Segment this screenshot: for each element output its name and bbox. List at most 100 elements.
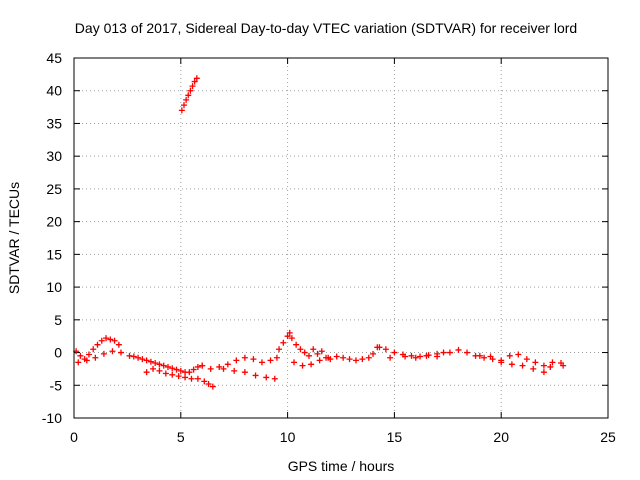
y-tick-label: 25 [46, 181, 62, 197]
data-point [481, 354, 488, 361]
data-point [464, 349, 471, 356]
data-point [515, 351, 522, 358]
data-point [190, 366, 197, 373]
data-point [77, 352, 84, 359]
y-tick-label: -5 [50, 377, 63, 393]
data-point [446, 349, 453, 356]
data-point [169, 365, 176, 372]
data-point [487, 353, 494, 360]
data-point [288, 335, 295, 342]
data-point [216, 363, 223, 370]
data-point [291, 359, 298, 366]
data-point [107, 336, 114, 343]
data-point [85, 351, 92, 358]
data-point [185, 92, 192, 99]
data-point [370, 350, 377, 357]
data-point [258, 359, 265, 366]
data-point [135, 354, 142, 361]
data-point [387, 354, 394, 361]
data-point [224, 361, 231, 368]
data-point [147, 358, 154, 365]
data-point [92, 354, 99, 361]
data-point [284, 333, 291, 340]
grid [74, 58, 608, 418]
data-point [207, 365, 214, 372]
data-point [209, 383, 216, 390]
data-point [191, 78, 198, 85]
data-point [498, 359, 505, 366]
data-point [143, 357, 150, 364]
data-point [100, 350, 107, 357]
data-point [382, 346, 389, 353]
y-tick-label: 40 [46, 83, 62, 99]
data-points [73, 75, 567, 390]
data-point [201, 378, 208, 385]
data-point [250, 356, 257, 363]
data-point [314, 350, 321, 357]
data-point [98, 337, 105, 344]
chart-title: Day 013 of 2017, Sidereal Day-to-day VTE… [75, 20, 577, 36]
data-point [169, 371, 176, 378]
ticks: 0 5 10 15 20 25 -10 -5 0 5 10 15 20 25 30 35 40 45 [42, 50, 616, 445]
plot-frame [73, 57, 609, 419]
data-point [156, 367, 163, 374]
data-point [220, 365, 227, 372]
y-tick-label: 45 [46, 50, 62, 66]
data-point [178, 107, 185, 114]
data-point [143, 369, 150, 376]
data-point [177, 367, 184, 374]
data-point [519, 362, 526, 369]
data-point [188, 375, 195, 382]
data-point [352, 357, 359, 364]
data-point [150, 365, 157, 372]
data-point [111, 337, 118, 344]
x-tick-label: 0 [70, 429, 78, 445]
data-point [333, 353, 340, 360]
data-point [109, 348, 116, 355]
data-point [374, 344, 381, 351]
data-point [164, 363, 171, 370]
data-point [186, 369, 193, 376]
data-point [83, 357, 90, 364]
data-point [271, 375, 278, 382]
data-point [417, 353, 424, 360]
data-point [241, 354, 248, 361]
data-point [267, 357, 274, 364]
data-point [75, 359, 82, 366]
x-axis-label: GPS time / hours [288, 458, 395, 474]
data-point [187, 87, 194, 94]
data-point [476, 352, 483, 359]
y-tick-label: 35 [46, 115, 62, 131]
data-point [152, 360, 159, 367]
data-point [440, 349, 447, 356]
data-point [359, 356, 366, 363]
data-point [126, 352, 133, 359]
data-point [160, 362, 167, 369]
data-point [540, 369, 547, 376]
data-point [193, 75, 200, 82]
data-point [365, 354, 372, 361]
data-point [241, 369, 248, 376]
data-point [94, 341, 101, 348]
data-point [182, 374, 189, 381]
data-point [117, 349, 124, 356]
x-tick-label: 15 [387, 429, 403, 445]
data-point [156, 361, 163, 368]
y-tick-label: 30 [46, 148, 62, 164]
y-tick-label: 10 [46, 279, 62, 295]
data-point [280, 339, 287, 346]
x-tick-label: 20 [493, 429, 509, 445]
data-point [183, 96, 190, 103]
data-point [252, 372, 259, 379]
data-point [199, 362, 206, 369]
data-point [130, 353, 137, 360]
y-tick-label: 15 [46, 246, 62, 262]
data-point [547, 363, 554, 370]
x-tick-label: 5 [177, 429, 185, 445]
data-point [233, 357, 240, 364]
data-point [560, 362, 567, 369]
data-point [301, 349, 308, 356]
data-point [90, 346, 97, 353]
data-point [408, 352, 415, 359]
